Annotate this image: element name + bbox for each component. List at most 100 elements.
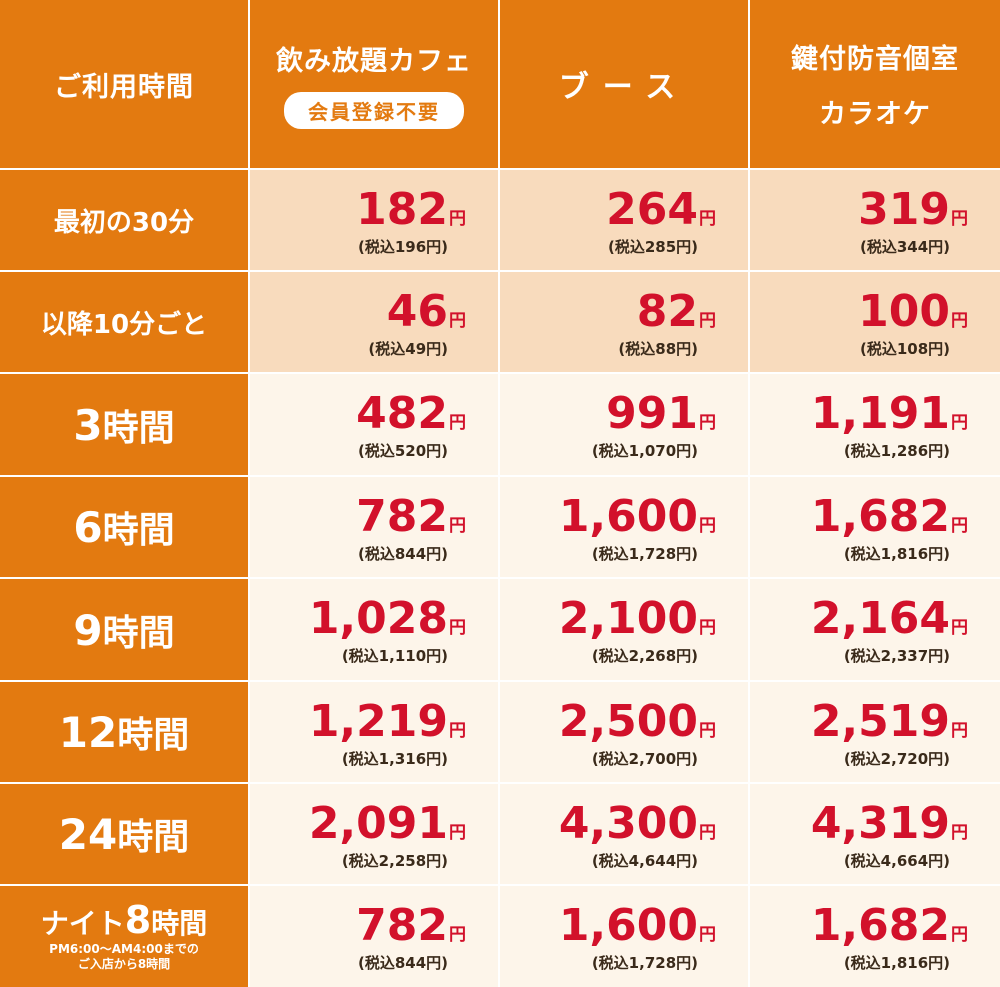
yen-unit: 円 [699,209,716,229]
price-value: 1,600 [558,491,698,542]
price-cell: 482円 (税込520円) [250,374,500,477]
price-value: 991 [606,388,698,439]
row-label-6-hours: 6時間 [0,477,250,579]
night-time-note: PM6:00～AM4:00までの ご入店から8時間 [49,942,199,972]
price-value: 264 [606,184,698,235]
price-value: 46 [386,286,448,337]
header-plan-booth-title: ブース [558,70,690,105]
night-time-note-line-2: ご入店から8時間 [77,957,171,971]
price-tax-included: (税込4,644円) [591,852,698,870]
yen-unit: 円 [449,721,466,741]
price-tax-included: (税込1,070円) [591,442,698,460]
price-cell: 2,091円 (税込2,258円) [250,784,500,886]
price-tax-included: (税込2,720円) [843,750,950,768]
price-tax-included: (税込108円) [859,340,950,358]
yen-unit: 円 [951,516,968,536]
row-label-number: 8 [124,898,152,942]
header-plan-private-room-subtitle: カラオケ [819,99,931,130]
price-value: 482 [356,388,448,439]
header-plan-private-room-title: 鍵付防音個室 [791,44,959,75]
price-cell: 100円 (税込108円) [750,272,1000,374]
price-cell: 991円 (税込1,070円) [500,374,750,477]
yen-unit: 円 [951,823,968,843]
price-tax-included: (税込1,816円) [843,954,950,972]
price-tax-included: (税込88円) [618,340,698,358]
row-label-first-30-min: 最初の30分 [0,170,250,272]
row-label-unit: 時間 [102,510,175,551]
price-cell: 1,682円 (税込1,816円) [750,477,1000,579]
header-plan-private-room: 鍵付防音個室 カラオケ [750,0,1000,170]
yen-unit: 円 [699,618,716,638]
yen-unit: 円 [449,823,466,843]
price-cell: 2,100円 (税込2,268円) [500,579,750,682]
row-label-24-hours: 24時間 [0,784,250,886]
price-value: 1,191 [810,388,950,439]
price-cell: 1,028円 (税込1,110円) [250,579,500,682]
row-label-prefix: ナイト [40,907,125,940]
row-label-3-hours: 3時間 [0,374,250,477]
price-cell: 82円 (税込88円) [500,272,750,374]
price-tax-included: (税込1,728円) [591,545,698,563]
price-value: 2,519 [810,696,950,747]
row-label-night-8-hours: ナイト8時間 PM6:00～AM4:00までの ご入店から8時間 [0,886,250,987]
price-cell: 1,600円 (税込1,728円) [500,477,750,579]
yen-unit: 円 [699,721,716,741]
yen-unit: 円 [951,618,968,638]
row-label-number: 24 [58,810,118,859]
price-value: 782 [356,491,448,542]
price-cell: 1,600円 (税込1,728円) [500,886,750,987]
yen-unit: 円 [449,209,466,229]
price-value: 1,682 [810,491,950,542]
row-label-unit: 時間 [117,817,190,858]
price-cell: 782円 (税込844円) [250,886,500,987]
price-tax-included: (税込344円) [859,238,950,256]
yen-unit: 円 [699,925,716,945]
row-label-text: 12時間 [59,706,189,758]
row-label-text: ナイト8時間 [41,901,207,939]
row-label-unit: 時間 [117,715,190,756]
row-label-text: 最初の30分 [53,207,195,238]
row-label-every-10-min: 以降10分ごと [0,272,250,374]
yen-unit: 円 [951,721,968,741]
price-value: 4,300 [558,798,698,849]
price-tax-included: (税込2,700円) [591,750,698,768]
header-plan-booth: ブース [500,0,750,170]
price-value: 1,219 [308,696,448,747]
row-label-unit: 時間 [102,612,175,654]
price-tax-included: (税込2,268円) [591,647,698,665]
price-cell: 4,300円 (税込4,644円) [500,784,750,886]
yen-unit: 円 [449,516,466,536]
price-cell: 2,519円 (税込2,720円) [750,682,1000,784]
price-tax-included: (税込285円) [607,238,698,256]
price-tax-included: (税込1,286円) [843,442,950,460]
header-plan-cafe: 飲み放題カフェ 会員登録不要 [250,0,500,170]
row-label-number: 9 [73,605,103,655]
price-tax-included: (税込1,316円) [341,750,448,768]
yen-unit: 円 [951,209,968,229]
header-time-label-cell: ご利用時間 [0,0,250,170]
price-value: 2,164 [810,593,950,644]
yen-unit: 円 [951,925,968,945]
price-cell: 1,191円 (税込1,286円) [750,374,1000,477]
yen-unit: 円 [699,311,716,331]
row-label-text: 以降10分ごと [40,309,208,340]
row-label-number: 6 [73,503,103,552]
price-value: 82 [636,286,698,337]
price-value: 2,500 [558,696,698,747]
yen-unit: 円 [699,823,716,843]
price-cell: 182円 (税込196円) [250,170,500,272]
price-cell: 782円 (税込844円) [250,477,500,579]
price-tax-included: (税込1,816円) [843,545,950,563]
row-label-number: 3 [73,400,103,450]
price-value: 1,600 [558,900,698,951]
header-time-label: ご利用時間 [54,71,194,103]
header-plan-cafe-title: 飲み放題カフェ [276,46,472,77]
yen-unit: 円 [449,925,466,945]
price-cell: 2,164円 (税込2,337円) [750,579,1000,682]
row-label-number: 12 [58,708,118,757]
yen-unit: 円 [449,311,466,331]
price-tax-included: (税込4,664円) [843,852,950,870]
price-cell: 2,500円 (税込2,700円) [500,682,750,784]
price-tax-included: (税込520円) [357,442,448,460]
row-label-text: 24時間 [59,808,189,860]
